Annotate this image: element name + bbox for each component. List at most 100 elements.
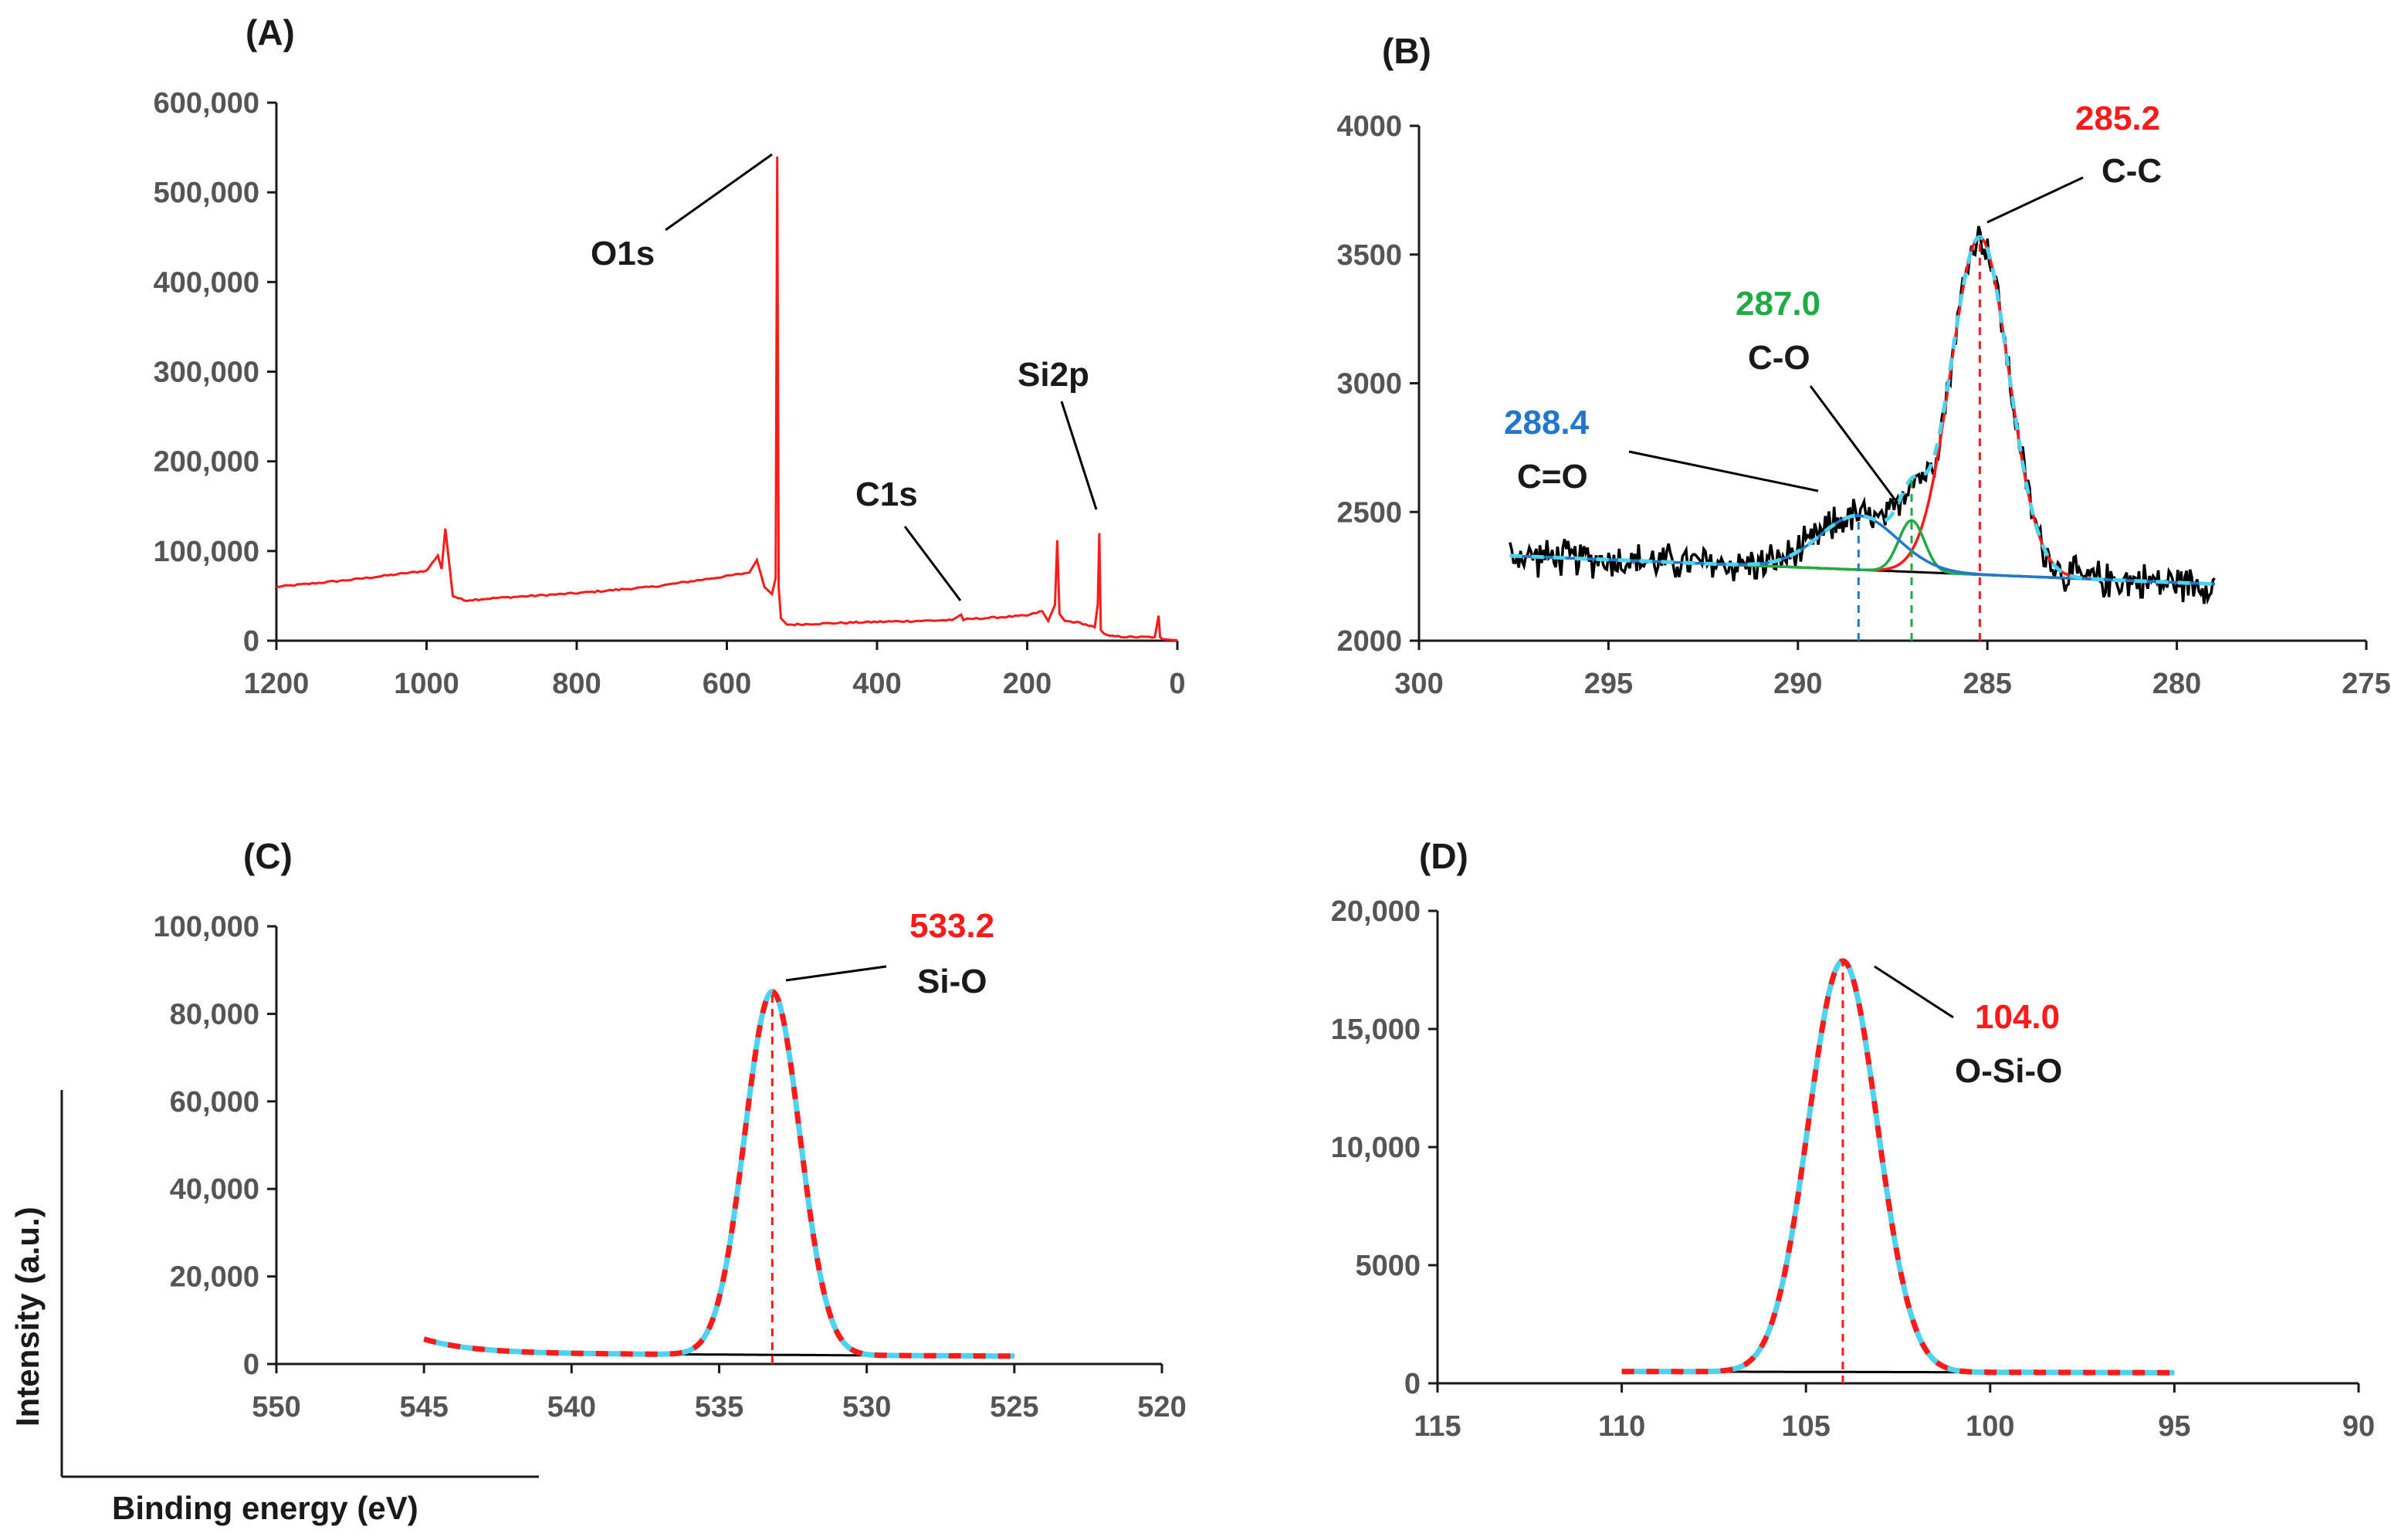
cc-label: C-C — [2101, 152, 2162, 190]
panel-b-x-tick-label: 290 — [1773, 668, 1822, 700]
panel-d-y-tick-label: 5000 — [1355, 1250, 1421, 1282]
cc-leader-line — [1986, 176, 2084, 224]
panel-d-x-ticks: 115 110 105 100 95 90 — [1414, 1383, 2375, 1443]
panel-d-y-tick-label: 15,000 — [1331, 1014, 1421, 1046]
si-o-value: 533.2 — [909, 907, 994, 945]
co-leader-line — [1809, 385, 1899, 504]
panel-b-x-tick-label: 300 — [1394, 668, 1443, 700]
panel-d-x-tick-label: 100 — [1966, 1410, 2014, 1443]
panel-c-series — [423, 988, 1014, 1364]
envelope-line — [1621, 958, 2175, 1376]
panel-d: (D) 115 110 105 100 95 90 0 5000 10,000 15,000 20… — [1331, 836, 2375, 1443]
si-o-leader-line — [785, 965, 887, 982]
panel-b-y-ticks: 2000 2500 3000 3500 4000 — [1336, 110, 1419, 658]
panel-b-y-tick-label: 2000 — [1336, 625, 1402, 658]
panel-b-y-tick-label: 2500 — [1336, 496, 1402, 529]
c1s-label: C1s — [855, 476, 918, 513]
panel-d-y-tick-label: 20,000 — [1331, 895, 1421, 928]
panel-b-x-tick-label: 275 — [2342, 668, 2390, 700]
panel-a-label: (A) — [246, 12, 295, 52]
panel-c-x-ticks: 550 545 540 535 530 525 520 — [252, 1364, 1187, 1423]
c-double-o-leader-line — [1628, 450, 1819, 492]
panel-d-x-tick-label: 90 — [2342, 1410, 2375, 1443]
panel-a-x-tick-label: 600 — [703, 668, 751, 700]
panel-d-label: (D) — [1419, 836, 1468, 876]
panel-d-x-tick-label: 115 — [1414, 1410, 1461, 1443]
panel-a-x-tick-label: 800 — [552, 668, 601, 700]
panel-a-x-tick-label: 200 — [1003, 668, 1052, 700]
panel-c-x-tick-label: 550 — [252, 1391, 300, 1423]
o1s-label: O1s — [591, 235, 655, 272]
panel-b-y-tick-label: 3000 — [1336, 368, 1402, 401]
panel-c-y-tick-label: 0 — [243, 1349, 259, 1381]
panel-a-x-tick-label: 1200 — [244, 668, 310, 700]
co-label: C-O — [1748, 339, 1810, 377]
panel-b-x-tick-label: 285 — [1963, 668, 2011, 700]
fit-peak-line — [1621, 958, 2175, 1376]
panel-d-series — [1621, 958, 2175, 1383]
panel-c-y-ticks: 0 20,000 40,000 60,000 80,000 100,000 — [154, 911, 276, 1381]
panel-c-y-tick-label: 60,000 — [170, 1086, 259, 1119]
si2p-label: Si2p — [1018, 356, 1089, 394]
panel-b-x-ticks: 300 295 290 285 280 275 — [1394, 641, 2391, 700]
panel-a-y-tick-label: 500,000 — [154, 177, 259, 209]
component-c-c-line — [1509, 235, 2215, 586]
raw-spectrum-line — [1621, 959, 2175, 1375]
panel-a-series — [276, 156, 1178, 641]
panel-a-x-tick-label: 1000 — [394, 668, 459, 700]
panel-c: (C) 550 545 540 535 530 525 520 0 20,000 40,000 6… — [9, 836, 1187, 1526]
panel-a-y-tick-label: 300,000 — [154, 357, 259, 389]
raw-spectrum-line — [1509, 225, 2216, 605]
panel-c-x-tick-label: 545 — [399, 1391, 448, 1423]
panel-c-x-tick-label: 520 — [1137, 1391, 1186, 1423]
panel-b-series — [1509, 225, 2216, 641]
panel-c-x-tick-label: 525 — [990, 1391, 1038, 1423]
c1s-leader-line — [903, 526, 962, 601]
panel-b-x-tick-label: 295 — [1584, 668, 1633, 700]
panel-a-y-tick-label: 600,000 — [154, 87, 259, 120]
co-value: 287.0 — [1736, 285, 1820, 323]
c-double-o-label: C=O — [1517, 458, 1588, 496]
y-axis-title: Intensity (a.u.) — [9, 1207, 46, 1427]
panel-a-y-tick-label: 100,000 — [154, 536, 259, 568]
panel-d-x-tick-label: 110 — [1598, 1410, 1645, 1443]
panel-c-y-tick-label: 80,000 — [170, 998, 259, 1031]
si2p-leader-line — [1060, 401, 1098, 510]
panel-c-label: (C) — [243, 836, 293, 876]
panel-a-y-tick-label: 0 — [243, 625, 259, 658]
o-si-o-value: 104.0 — [1975, 998, 2060, 1036]
panel-a-x-ticks: 1200 1000 800 600 400 200 0 — [244, 641, 1186, 700]
panel-a-y-tick-label: 200,000 — [154, 446, 259, 479]
fit-peak-line — [423, 988, 1014, 1359]
panel-a-y-ticks: 0 100,000 200,000 300,000 400,000 500,000 600,… — [154, 87, 276, 658]
o-si-o-leader-line — [1874, 965, 1954, 1019]
panel-c-x-tick-label: 530 — [842, 1391, 891, 1423]
panel-b-label: (B) — [1382, 31, 1431, 71]
panel-a: (A) 1200 1000 800 600 400 200 0 0 100,000 200,00… — [154, 12, 1186, 700]
c-double-o-value: 288.4 — [1504, 404, 1590, 442]
panel-c-x-tick-label: 540 — [547, 1391, 596, 1423]
panel-c-y-tick-label: 20,000 — [170, 1261, 259, 1294]
envelope-line — [1509, 235, 2215, 587]
o1s-leader-line — [665, 153, 773, 232]
panel-c-y-tick-label: 40,000 — [170, 1173, 259, 1206]
si-o-label: Si-O — [917, 963, 987, 1000]
x-axis-title: Binding energy (eV) — [112, 1490, 418, 1526]
cc-value: 285.2 — [2075, 100, 2160, 137]
panel-d-y-ticks: 0 5000 10,000 15,000 20,000 — [1331, 895, 1438, 1400]
panel-a-x-tick-label: 0 — [1169, 668, 1185, 700]
panel-b-y-tick-label: 3500 — [1336, 239, 1402, 272]
panel-b-y-tick-label: 4000 — [1336, 110, 1402, 143]
o-si-o-label: O-Si-O — [1955, 1052, 2062, 1090]
panel-b-x-tick-label: 280 — [2152, 668, 2201, 700]
panel-a-x-tick-label: 400 — [852, 668, 901, 700]
panel-d-x-tick-label: 95 — [2158, 1410, 2190, 1443]
panel-d-y-tick-label: 10,000 — [1331, 1132, 1421, 1164]
survey-spectrum-line — [276, 156, 1178, 641]
panel-c-y-tick-label: 100,000 — [154, 911, 259, 943]
panel-d-y-tick-label: 0 — [1404, 1368, 1421, 1400]
panel-a-y-tick-label: 400,000 — [154, 266, 259, 299]
panel-c-x-tick-label: 535 — [695, 1391, 743, 1423]
panel-d-x-tick-label: 105 — [1781, 1410, 1830, 1443]
